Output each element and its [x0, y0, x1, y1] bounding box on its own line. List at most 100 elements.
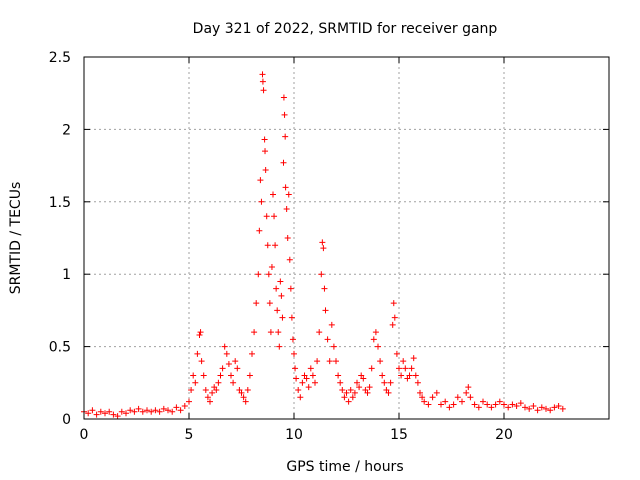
data-point	[266, 300, 273, 307]
data-point	[280, 159, 287, 166]
data-point	[198, 358, 205, 365]
y-axis-label: SRMTID / TECUs	[8, 182, 24, 295]
data-point	[192, 379, 199, 386]
chart-title: Day 321 of 2022, SRMTID for receiver gan…	[193, 21, 498, 37]
data-point	[197, 329, 204, 336]
data-point	[114, 413, 121, 420]
data-point	[534, 407, 541, 414]
data-point	[389, 321, 396, 328]
data-point	[280, 94, 287, 101]
data-point	[454, 394, 461, 401]
data-point	[291, 350, 297, 357]
data-point	[152, 407, 159, 414]
data-point	[343, 389, 350, 396]
data-point	[459, 398, 465, 405]
y-tick-label: 1.5	[49, 195, 71, 211]
data-point	[354, 379, 360, 386]
data-point	[345, 398, 352, 405]
data-point	[278, 292, 285, 299]
data-point	[261, 136, 268, 143]
data-point	[190, 372, 197, 379]
data-point	[324, 336, 331, 343]
y-tick-label: 2	[62, 122, 71, 138]
plot-frame	[83, 56, 610, 420]
y-tick-label: 2.5	[49, 50, 71, 66]
data-point	[262, 166, 269, 173]
data-point	[450, 401, 457, 408]
data-point	[263, 213, 270, 220]
data-point	[370, 336, 377, 343]
data-point	[360, 375, 367, 382]
data-point	[314, 358, 321, 365]
data-point	[127, 407, 134, 414]
data-point	[259, 71, 266, 78]
data-point	[425, 401, 432, 408]
data-point	[255, 271, 262, 278]
data-point	[400, 358, 407, 365]
data-point	[509, 401, 516, 408]
data-point	[260, 87, 267, 94]
data-point	[186, 398, 192, 405]
data-point	[110, 411, 117, 418]
data-point	[284, 235, 291, 241]
data-point	[253, 300, 260, 307]
data-point	[97, 408, 104, 415]
data-point	[93, 411, 100, 418]
data-point	[372, 329, 379, 336]
data-point	[347, 387, 354, 394]
data-point	[410, 355, 417, 362]
data-point	[417, 389, 423, 396]
data-point	[467, 394, 474, 401]
data-point	[303, 375, 310, 382]
data-point	[398, 372, 405, 379]
data-point	[156, 408, 163, 415]
data-point	[265, 271, 272, 278]
data-point	[135, 405, 142, 412]
data-point	[274, 307, 281, 314]
data-point	[221, 343, 228, 350]
data-point	[351, 389, 358, 396]
data-point	[264, 242, 271, 249]
data-point	[249, 350, 255, 357]
data-point	[177, 407, 184, 414]
data-point	[213, 387, 220, 394]
data-point	[238, 389, 245, 396]
data-point	[169, 408, 176, 415]
data-point	[181, 402, 188, 409]
data-point	[475, 404, 482, 411]
data-point	[270, 191, 276, 198]
data-point	[232, 358, 239, 365]
data-point	[463, 389, 470, 396]
y-tick-label: 0.5	[49, 340, 71, 356]
data-point	[273, 285, 280, 292]
data-point	[368, 365, 375, 372]
data-point	[282, 133, 289, 140]
data-point	[160, 405, 167, 412]
data-point	[442, 398, 449, 405]
data-point	[282, 184, 289, 191]
data-point	[286, 256, 293, 263]
data-point	[379, 372, 386, 379]
x-tick-label: 10	[285, 427, 303, 443]
data-point	[391, 314, 398, 321]
data-point	[275, 329, 282, 336]
data-point	[390, 300, 397, 307]
data-point	[277, 278, 284, 285]
data-point	[543, 405, 549, 412]
data-point	[319, 239, 326, 246]
data-point	[225, 360, 232, 367]
data-point	[242, 398, 249, 405]
data-point	[217, 372, 224, 379]
data-point	[406, 372, 413, 379]
data-point	[471, 401, 478, 408]
data-point	[228, 372, 234, 379]
data-points	[81, 71, 566, 420]
data-point	[207, 398, 213, 405]
data-point	[271, 213, 278, 220]
data-point	[267, 329, 274, 336]
data-point	[414, 379, 421, 386]
data-point	[328, 321, 335, 328]
data-point	[144, 407, 150, 414]
data-point	[196, 332, 203, 339]
